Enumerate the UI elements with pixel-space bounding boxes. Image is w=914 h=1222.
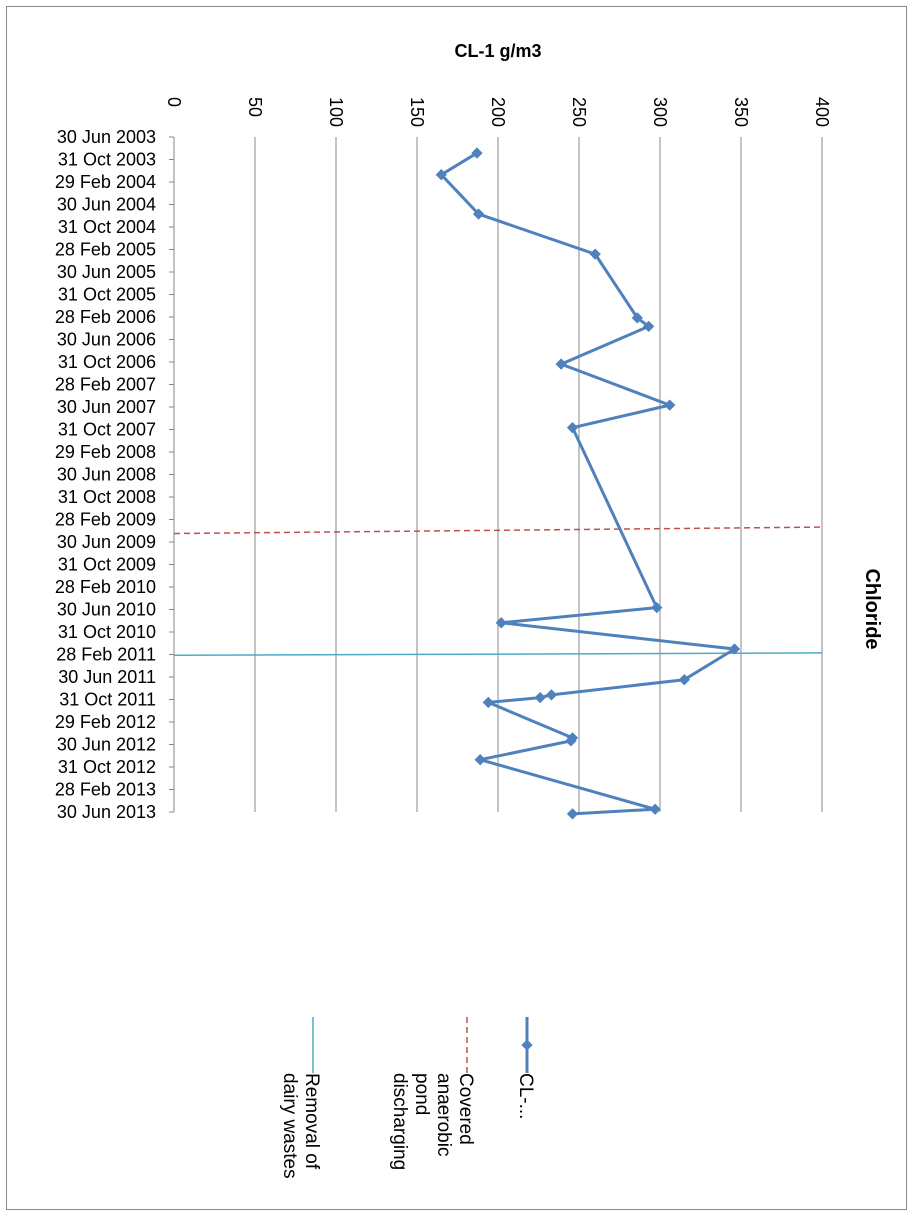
value-tick-label: 100 bbox=[326, 97, 346, 127]
value-axis-title: CL-1 g/m3 bbox=[454, 41, 541, 61]
date-tick-label: 30 Jun 2007 bbox=[57, 397, 156, 417]
data-point-marker bbox=[678, 674, 690, 686]
data-point-marker bbox=[482, 696, 494, 709]
date-tick-label: 31 Oct 2008 bbox=[58, 487, 156, 507]
date-tick-label: 30 Jun 2008 bbox=[57, 465, 156, 485]
data-point-marker bbox=[474, 754, 486, 766]
data-point-marker bbox=[495, 617, 507, 629]
chart-title: Chloride bbox=[861, 568, 883, 649]
date-tick-label: 28 Feb 2006 bbox=[55, 307, 156, 327]
date-tick-label: 30 Jun 2006 bbox=[57, 330, 156, 350]
date-tick-label: 31 Oct 2011 bbox=[59, 690, 156, 710]
date-tick-label: 30 Jun 2011 bbox=[58, 667, 156, 687]
date-tick-label: 30 Jun 2003 bbox=[57, 127, 156, 147]
data-point-marker bbox=[471, 147, 483, 159]
legend-label: Coveredanaerobicponddischarging bbox=[389, 1073, 476, 1170]
data-point-marker bbox=[589, 248, 601, 260]
legend-label-line: dairy wastes bbox=[279, 1073, 300, 1179]
value-tick-label: 300 bbox=[650, 97, 670, 127]
legend-label: CL-... bbox=[515, 1073, 536, 1119]
data-point-marker bbox=[631, 312, 643, 324]
value-tick-label: 150 bbox=[407, 97, 427, 127]
date-tick-label: 31 Oct 2005 bbox=[58, 285, 156, 305]
legend-label-line: Removal of bbox=[301, 1073, 322, 1170]
legend-label-line: pond bbox=[411, 1073, 432, 1115]
data-point-marker bbox=[728, 643, 741, 655]
date-tick-label: 31 Oct 2004 bbox=[58, 217, 156, 237]
date-tick-label: 30 Jun 2004 bbox=[57, 195, 156, 215]
value-tick-label: 350 bbox=[731, 97, 751, 127]
date-tick-label: 30 Jun 2005 bbox=[57, 262, 156, 282]
data-point-marker bbox=[555, 358, 567, 370]
legend-label-line: anaerobic bbox=[433, 1073, 454, 1156]
event-line bbox=[173, 652, 823, 657]
value-tick-label: 0 bbox=[164, 97, 184, 107]
date-tick-label: 28 Feb 2013 bbox=[55, 780, 156, 800]
date-tick-label: 31 Oct 2006 bbox=[58, 352, 156, 372]
date-tick-label: 28 Feb 2009 bbox=[55, 510, 156, 530]
data-point-marker bbox=[664, 399, 676, 411]
chart-border bbox=[6, 6, 907, 1210]
date-tick-label: 30 Jun 2009 bbox=[57, 532, 156, 552]
data-point-marker bbox=[565, 735, 577, 747]
date-tick-label: 28 Feb 2005 bbox=[55, 240, 156, 260]
date-tick-label: 29 Feb 2004 bbox=[55, 172, 156, 192]
date-tick-label: 31 Oct 2003 bbox=[58, 150, 156, 170]
legend-label: Removal ofdairy wastes bbox=[279, 1073, 322, 1179]
value-tick-label: 50 bbox=[245, 97, 265, 117]
event-line bbox=[173, 526, 823, 535]
value-ticks: 0 50 100 150 200 250 300 350 400 bbox=[164, 97, 832, 127]
date-tick-label: 28 Feb 2007 bbox=[55, 375, 156, 395]
data-point-marker bbox=[545, 689, 558, 701]
value-tick-label: 250 bbox=[569, 97, 589, 127]
legend-label-line: Covered bbox=[455, 1073, 476, 1145]
date-tick-label: 30 Jun 2012 bbox=[57, 735, 156, 755]
legend-label-line: CL-... bbox=[515, 1073, 536, 1119]
data-point-marker bbox=[643, 320, 655, 333]
data-point-marker bbox=[566, 808, 579, 820]
date-tick-label: 31 Oct 2012 bbox=[58, 757, 156, 777]
event-lines bbox=[173, 526, 823, 657]
date-tick-label: 30 Jun 2010 bbox=[57, 600, 156, 620]
value-tick-label: 200 bbox=[488, 97, 508, 127]
data-point-marker bbox=[534, 691, 546, 704]
date-tick-label: 29 Feb 2012 bbox=[55, 712, 156, 732]
date-tick-label: 28 Feb 2011 bbox=[56, 645, 156, 665]
date-tick-label: 29 Feb 2008 bbox=[55, 442, 156, 462]
data-point-marker bbox=[435, 169, 447, 181]
data-point-marker bbox=[651, 601, 663, 614]
date-tick-label: 31 Oct 2009 bbox=[58, 555, 156, 575]
value-tick-label: 400 bbox=[812, 97, 832, 127]
date-tick-label: 28 Feb 2010 bbox=[55, 577, 156, 597]
series-layer bbox=[435, 147, 741, 820]
date-tick-label: 30 Jun 2013 bbox=[57, 802, 156, 822]
legend-label-line: discharging bbox=[389, 1073, 410, 1170]
legend-series-marker bbox=[521, 1039, 533, 1051]
data-point-marker bbox=[566, 422, 579, 434]
legend: CL-... Coveredanaerobicponddischarging Rem… bbox=[279, 1017, 536, 1179]
data-point-marker bbox=[649, 803, 661, 815]
data-point-marker bbox=[472, 208, 485, 220]
date-tick-label: 31 Oct 2010 bbox=[58, 622, 156, 642]
date-tick-label: 31 Oct 2007 bbox=[58, 420, 156, 440]
